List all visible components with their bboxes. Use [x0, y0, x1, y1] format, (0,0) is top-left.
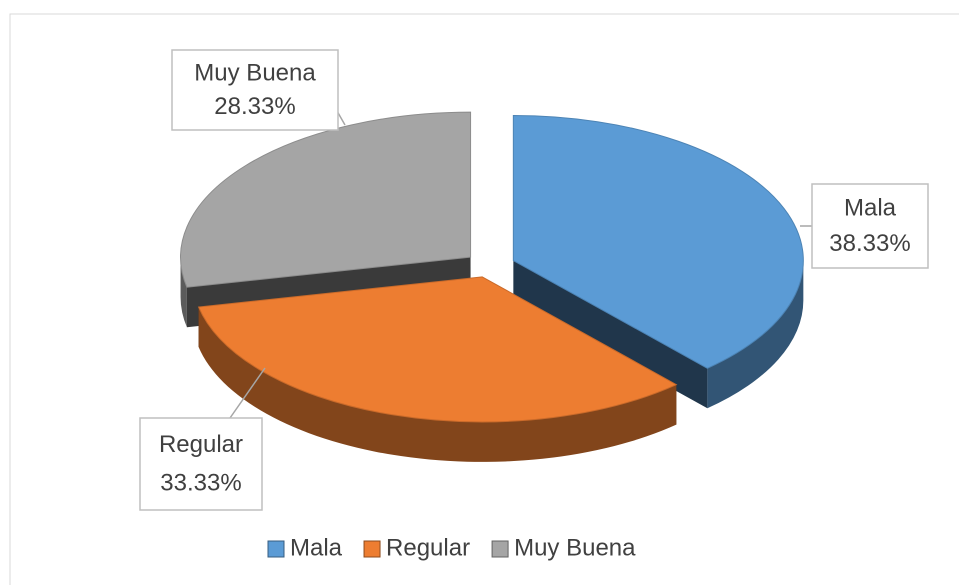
slice: [180, 111, 472, 288]
pie-tops: [180, 111, 804, 423]
legend-label: Muy Buena: [514, 534, 636, 561]
label-name: Mala: [844, 195, 897, 222]
legend-swatch: [363, 540, 381, 558]
legend-swatch: [267, 540, 285, 558]
legend: Mala Regular Muy Buena: [267, 534, 636, 561]
label-value: 28.33%: [214, 93, 295, 120]
label-value: 33.33%: [160, 470, 241, 497]
legend-swatch: [491, 540, 509, 558]
slice-side: [513, 260, 804, 409]
slice: [512, 115, 804, 369]
slice-wall: [198, 307, 677, 462]
slice-wall: [707, 260, 804, 409]
slice: [197, 276, 678, 423]
slice-cut-face: [513, 260, 708, 409]
leader-line: [229, 367, 266, 419]
label-box: [139, 417, 263, 511]
pie: [180, 111, 804, 462]
label-box: [811, 183, 929, 269]
legend-label: Regular: [386, 534, 470, 561]
data-labels: Mala 38.33% Regular 33.33% Muy Buena 28.33%: [139, 49, 929, 511]
label-name: Regular: [159, 431, 243, 458]
label-value: 38.33%: [829, 230, 910, 257]
label-box: [171, 49, 339, 131]
label-name: Muy Buena: [194, 59, 316, 86]
legend-label: Mala: [290, 534, 343, 561]
